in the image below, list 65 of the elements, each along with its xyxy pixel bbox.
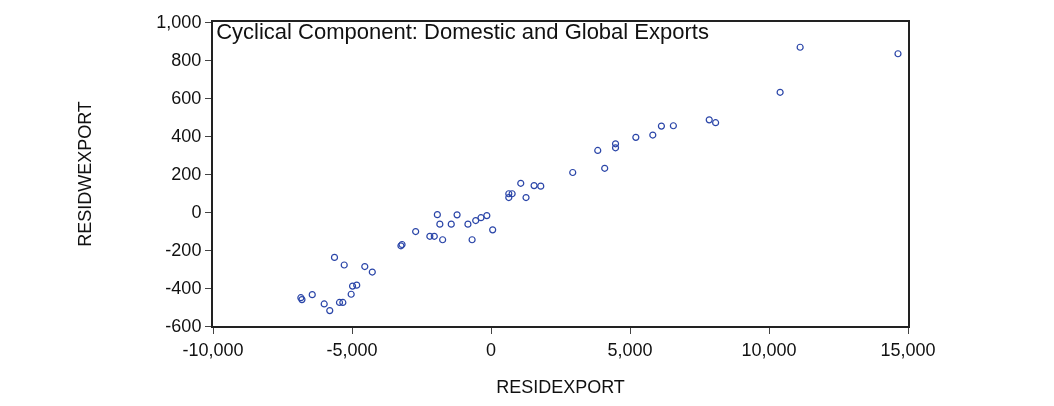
point: [537, 182, 545, 190]
point: [489, 226, 497, 234]
point: [433, 211, 441, 219]
point: [335, 298, 344, 307]
x-tick-label: 10,000: [741, 339, 797, 360]
y-tick-label: -400: [165, 278, 202, 299]
point: [669, 122, 677, 130]
x-tick-label: 15,000: [880, 339, 936, 360]
point: [657, 122, 666, 130]
point: [436, 220, 444, 228]
y-tick-label: 800: [171, 50, 202, 71]
point: [353, 281, 361, 289]
y-tick-label: -200: [165, 240, 202, 261]
point: [453, 211, 461, 219]
y-tick-label: 200: [171, 164, 202, 185]
point: [439, 236, 447, 244]
point: [340, 261, 348, 269]
y-tick-label: 0: [191, 202, 202, 223]
point: [611, 140, 620, 148]
point: [796, 43, 804, 51]
point: [632, 133, 640, 141]
y-tick-label: 400: [171, 126, 202, 147]
point: [483, 212, 491, 220]
point: [430, 232, 438, 240]
y-tick-label: 1,000: [156, 12, 202, 33]
x-tick-label: -10,000: [182, 339, 244, 360]
point: [712, 119, 720, 127]
point: [505, 193, 513, 202]
point: [447, 220, 455, 228]
x-axis-title: RESIDEXPORT: [496, 377, 625, 398]
point: [894, 50, 902, 58]
chart-title: Cyclical Component: Domestic and Global Exports: [216, 19, 709, 45]
point: [776, 88, 784, 96]
point: [522, 193, 530, 202]
point: [594, 146, 602, 155]
point: [611, 144, 620, 152]
point: [569, 168, 577, 177]
point: [649, 131, 657, 139]
point: [412, 227, 420, 236]
x-tick-label: -5,000: [326, 339, 378, 360]
x-tick-label: 0: [485, 339, 497, 360]
point: [705, 116, 713, 124]
point: [468, 236, 476, 244]
point: [348, 282, 357, 290]
y-tick-label: 600: [171, 88, 202, 109]
point: [361, 262, 369, 271]
x-tick-label: 5,000: [607, 339, 653, 360]
point: [517, 179, 525, 187]
point: [339, 298, 347, 307]
point: [326, 307, 334, 315]
y-axis-title: RESIDWEXPORT: [75, 101, 96, 247]
point: [505, 190, 513, 198]
point: [464, 220, 472, 228]
point: [530, 181, 538, 190]
point: [508, 190, 516, 198]
point: [330, 253, 339, 262]
point: [347, 290, 355, 298]
y-tick-label: -600: [165, 316, 202, 337]
point: [477, 214, 485, 222]
point: [320, 300, 328, 308]
point: [601, 164, 609, 172]
point: [472, 216, 480, 225]
point: [426, 232, 434, 240]
point: [368, 268, 376, 276]
point: [308, 291, 316, 299]
